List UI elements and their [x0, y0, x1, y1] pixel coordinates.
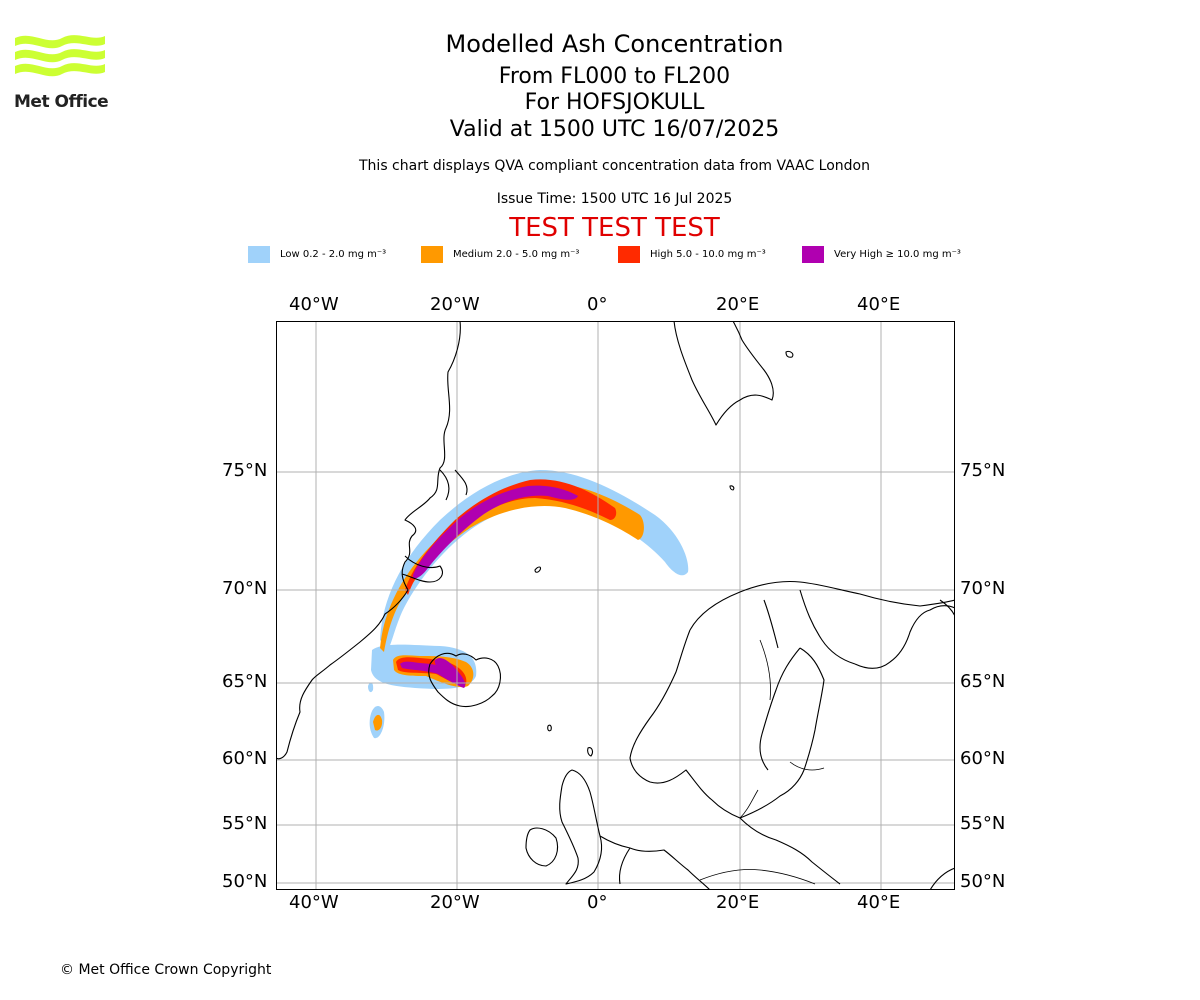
lat-tick-left-75n: 75°N — [222, 460, 268, 481]
lon-tick-top-20e: 20°E — [716, 294, 760, 315]
subtitle: This chart displays QVA compliant concen… — [359, 158, 870, 174]
lat-tick-right-70n: 70°N — [960, 578, 1006, 599]
legend-label-low: Low 0.2 - 2.0 mg m⁻³ — [280, 248, 387, 260]
lat-tick-left-50n: 50°N — [222, 871, 268, 892]
legend-item-low: Low 0.2 - 2.0 mg m⁻³ — [248, 244, 386, 264]
title-line-3: For HOFSJOKULL — [524, 90, 705, 115]
lat-tick-right-55n: 55°N — [960, 813, 1006, 834]
lon-tick-bottom-40e: 40°E — [857, 892, 901, 913]
lat-tick-right-75n: 75°N — [960, 460, 1006, 481]
lat-tick-right-60n: 60°N — [960, 748, 1006, 769]
title-line-1: Modelled Ash Concentration — [445, 30, 784, 58]
lon-tick-bottom-40w: 40°W — [289, 892, 339, 913]
logo-text: Met Office — [14, 92, 109, 112]
legend-swatch-high — [618, 245, 640, 263]
title-line-4: Valid at 1500 UTC 16/07/2025 — [449, 117, 780, 142]
lon-tick-top-40w: 40°W — [289, 294, 339, 315]
lat-tick-right-65n: 65°N — [960, 671, 1006, 692]
legend-item-high: High 5.0 - 10.0 mg m⁻³ — [618, 244, 766, 264]
title-line-2: From FL000 to FL200 — [498, 64, 731, 89]
test-banner: TEST TEST TEST — [509, 213, 720, 243]
ash-layer-very-high — [400, 485, 578, 688]
legend-label-medium: Medium 2.0 - 5.0 mg m⁻³ — [453, 248, 580, 260]
met-office-logo — [15, 35, 105, 77]
legend-label-very-high: Very High ≥ 10.0 mg m⁻³ — [834, 248, 961, 260]
lon-tick-bottom-20w: 20°W — [430, 892, 480, 913]
copyright-notice: © Met Office Crown Copyright — [60, 962, 272, 978]
legend-item-medium: Medium 2.0 - 5.0 mg m⁻³ — [421, 244, 579, 264]
lat-tick-left-70n: 70°N — [222, 578, 268, 599]
lon-tick-top-0: 0° — [587, 294, 608, 315]
lat-tick-left-55n: 55°N — [222, 813, 268, 834]
lon-tick-bottom-20e: 20°E — [716, 892, 760, 913]
lat-tick-left-60n: 60°N — [222, 748, 268, 769]
lat-tick-right-50n: 50°N — [960, 871, 1006, 892]
issue-time: Issue Time: 1500 UTC 16 Jul 2025 — [496, 191, 733, 207]
lon-tick-top-20w: 20°W — [430, 294, 480, 315]
graticule — [276, 321, 955, 890]
legend-label-high: High 5.0 - 10.0 mg m⁻³ — [650, 248, 766, 260]
legend-swatch-very-high — [802, 245, 824, 263]
lat-tick-left-65n: 65°N — [222, 671, 268, 692]
coastlines — [276, 321, 955, 890]
ash-map — [276, 321, 955, 890]
legend-item-very-high: Very High ≥ 10.0 mg m⁻³ — [802, 244, 961, 264]
lon-tick-bottom-0: 0° — [587, 892, 608, 913]
lon-tick-top-40e: 40°E — [857, 294, 901, 315]
legend-swatch-low — [248, 245, 270, 263]
legend-swatch-medium — [421, 245, 443, 263]
